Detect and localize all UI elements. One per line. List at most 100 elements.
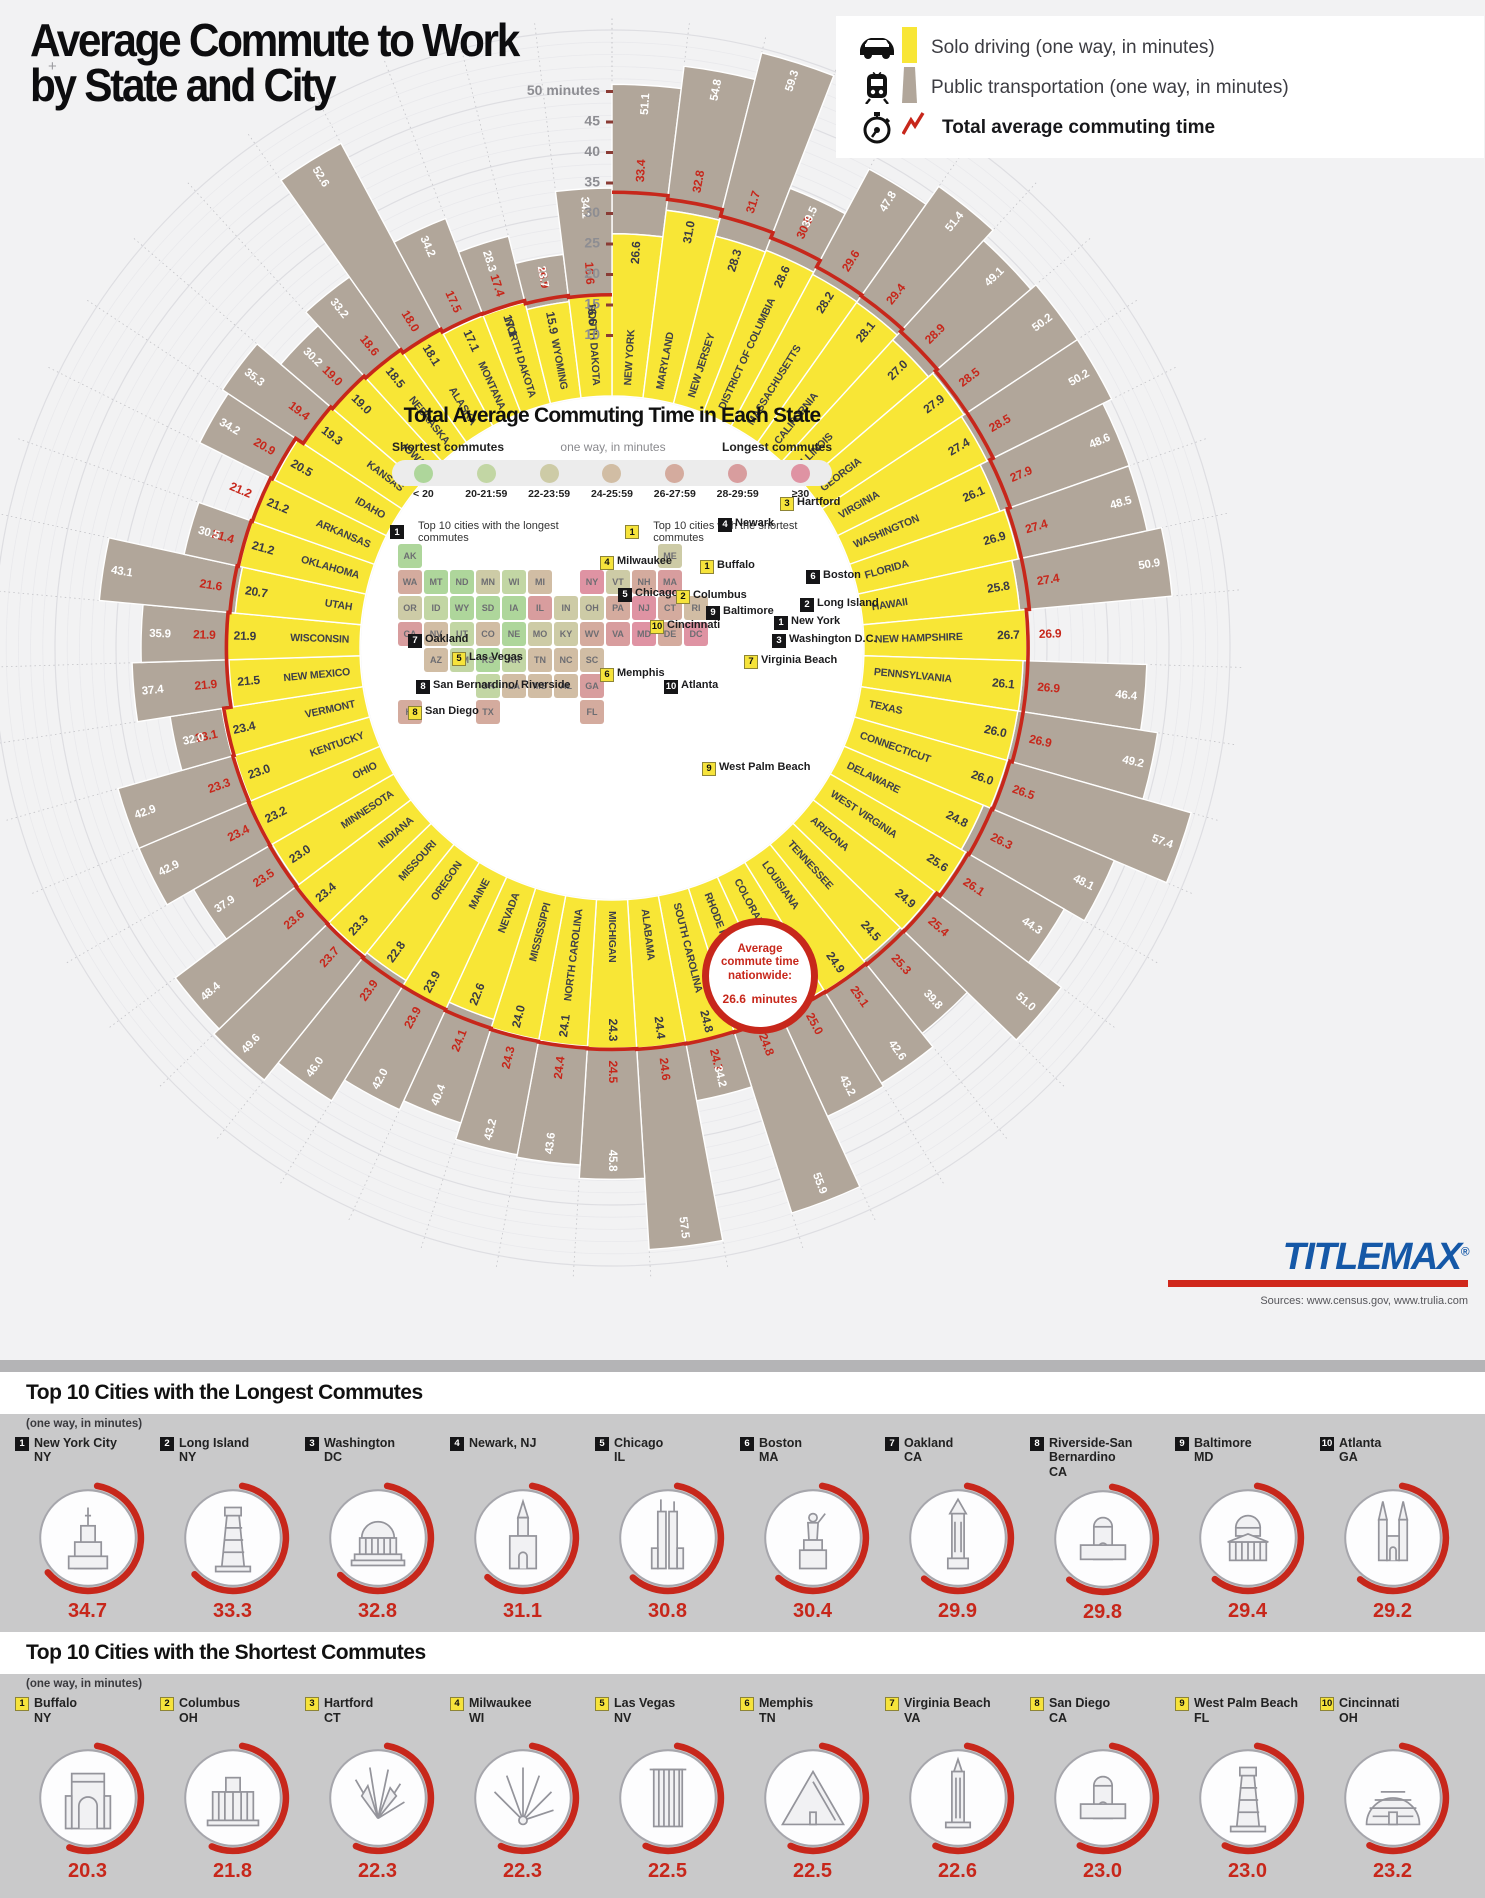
public-value-FLORIDA: 48.5 (1109, 494, 1134, 512)
scale-label-1: 20-21:59 (465, 488, 508, 500)
total-value-NORTH DAKOTA: 17.4 (487, 272, 507, 298)
solo-value-NORTH CAROLINA: 24.1 (556, 1013, 573, 1038)
commute-value: 34.7 (68, 1600, 107, 1622)
city-card-boston: 6 Boston MA 30.4 (740, 1436, 885, 1624)
rank-chip-10: 10 (650, 620, 664, 634)
grid-ring (18, 54, 1206, 1242)
train-icon (854, 72, 900, 104)
landmark-icon-statue (798, 1512, 827, 1570)
landmark-icon-lighthouse (214, 1506, 251, 1573)
legend-public-transport: Public transportation (one way, in minut… (854, 67, 1466, 108)
grid-ring (0, 29, 1231, 1267)
state-name-WISCONSIN: WISCONSIN (290, 632, 349, 646)
city-medallion (38, 1742, 144, 1855)
map-state-WY: WY (450, 596, 474, 620)
scale-label-3: 24-25:59 (590, 488, 633, 500)
landmark-icon-slabs (649, 1768, 686, 1828)
city-callout-milwaukee: 4 Milwaukee (600, 555, 672, 570)
city-name: 10 Cincinnati OH (1320, 1696, 1465, 1738)
commute-arc (629, 1482, 724, 1595)
city-callout-label: Oakland (425, 633, 469, 645)
city-card-san-diego: 8 San Diego CA 23.0 (1030, 1696, 1175, 1883)
total-line (221, 190, 1032, 1052)
city-name-text: Long Island NY (179, 1436, 250, 1465)
city-medallion (908, 1742, 1014, 1855)
city-name-text: Riverside-San Bernardino CA (1049, 1436, 1133, 1479)
solo-value-HAWAII: 25.8 (986, 578, 1011, 595)
city-card-memphis: 6 Memphis TN 22.5 (740, 1696, 885, 1883)
rank-chip-4: 4 (600, 556, 614, 570)
landmark-icon-campanile (946, 1497, 969, 1570)
total-value-FLORIDA: 27.4 (1024, 516, 1050, 536)
commute-value: 23.2 (1373, 1860, 1412, 1883)
landmark-icon-lighthouse (1229, 1766, 1266, 1833)
landmark-icon-dome (350, 1520, 405, 1567)
solo-value-OKLAHOMA: 21.2 (250, 538, 276, 558)
city-card-hartford: 3 Hartford CT 22.3 (305, 1696, 450, 1883)
city-name-text: Boston MA (759, 1436, 803, 1465)
axis-tick-mark (606, 242, 613, 246)
city-name: 5 Chicago IL (595, 1436, 740, 1478)
public-value-HAWAII: 50.9 (1138, 557, 1161, 572)
city-callout-oakland: 7 Oakland (408, 633, 469, 648)
map-state-WA: WA (398, 570, 422, 594)
logo-text: TitleMax® (1282, 1236, 1470, 1278)
solo-value-TEXAS: 26.0 (983, 722, 1009, 741)
legend-public-label: Public transportation (one way, in minut… (931, 77, 1289, 98)
city-name-text: Washington DC (324, 1436, 396, 1465)
rank-chip-6: 6 (600, 668, 614, 682)
city-name: 2 Columbus OH (160, 1696, 305, 1738)
rank-chip-1: 1 (15, 1437, 29, 1451)
public-value-MARYLAND: 54.8 (708, 78, 724, 102)
logo-underline (1168, 1280, 1468, 1287)
total-value-NEW YORK: 33.4 (633, 159, 648, 183)
city-card-virginia-beach: 7 Virginia Beach VA 22.6 (885, 1696, 1030, 1883)
page-title: Average Commute to Work by State and Cit… (30, 14, 520, 112)
key-longest-label: Top 10 cities with the longest commutes (418, 520, 559, 544)
rank-chip-9: 9 (702, 762, 716, 776)
color-scale-labels: < 20 20-21:59 22-23:59 24-25:59 26-27:59 28-2… (392, 488, 832, 501)
map-state-TX: TX (476, 700, 500, 724)
city-rank-key: 1 Top 10 cities with the longest commute… (390, 520, 850, 544)
map-state-KY: KY (554, 622, 578, 646)
commute-arc (65, 1742, 144, 1855)
solo-value-SOUTH CAROLINA: 24.8 (697, 1009, 716, 1035)
map-panel: Total Average Commuting Time in Each Sta… (360, 396, 879, 900)
scale-dot-6 (790, 463, 810, 483)
solo-value-ALABAMA: 24.4 (652, 1016, 669, 1041)
commute-value: 29.9 (938, 1600, 977, 1622)
axis-tick-10: 10 (584, 326, 600, 342)
map-state-AZ: AZ (424, 648, 448, 672)
city-name-text: Newark, NJ (469, 1436, 537, 1450)
city-callout-newark: 4 Newark (718, 517, 774, 532)
city-name-text: Hartford CT (324, 1696, 374, 1725)
public-value-NEW YORK: 51.1 (639, 92, 652, 115)
map-state-NH: NH (632, 570, 656, 594)
city-name-text: Las Vegas NV (614, 1696, 676, 1725)
city-name-text: Memphis TN (759, 1696, 814, 1725)
car-icon (854, 35, 900, 61)
city-name: 10 Atlanta GA (1320, 1436, 1465, 1478)
axis-tick-40: 40 (584, 143, 600, 159)
total-value-WYOMING: 16.9 (535, 265, 553, 290)
state-name-MICHIGAN: MICHIGAN (606, 911, 618, 962)
map-state-WV: WV (580, 622, 604, 646)
map-state-AR: AR (502, 648, 526, 672)
city-name-text: Virginia Beach VA (904, 1696, 991, 1725)
commute-value: 30.8 (648, 1600, 687, 1622)
public-value-UTAH: 43.1 (110, 564, 134, 579)
shortest-commutes-label: Shortest commutes (392, 440, 505, 454)
rank-chip-2: 2 (160, 1697, 174, 1712)
axis-tick-mark (606, 90, 613, 93)
total-swatch (901, 110, 928, 146)
city-card-chicago: 5 Chicago IL 30.8 (595, 1436, 740, 1624)
city-callout-label: New York (791, 615, 841, 627)
rank-chip-5: 5 (595, 1697, 609, 1712)
city-medallion (618, 1482, 724, 1595)
city-callout-label: Long Island (817, 597, 879, 609)
map-state-MO: MO (528, 622, 552, 646)
total-value-OKLAHOMA: 21.4 (210, 527, 236, 547)
black-rank-chip: 1 (390, 525, 404, 539)
city-callout-label: Virginia Beach (761, 654, 838, 666)
solo-swatch (902, 27, 917, 69)
